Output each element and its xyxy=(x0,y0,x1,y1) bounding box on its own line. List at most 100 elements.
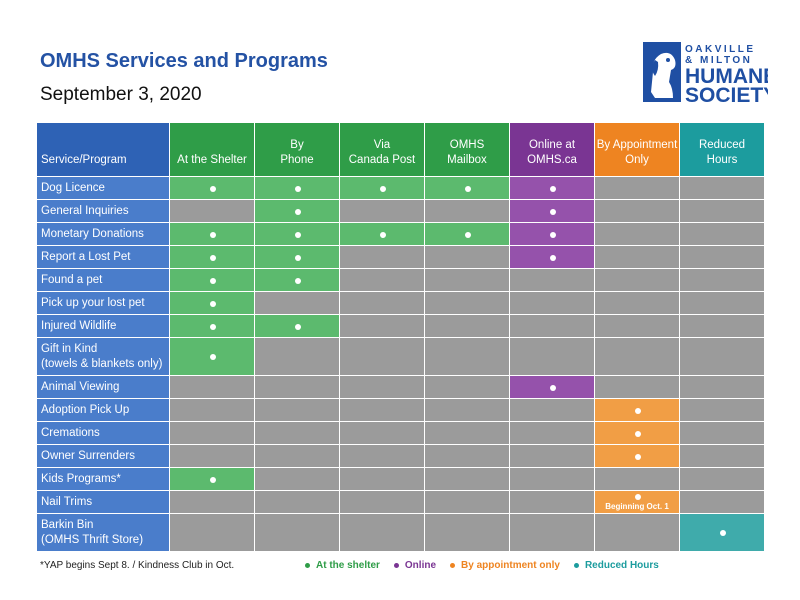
header-cell: Via Canada Post xyxy=(340,123,425,177)
availability-dot xyxy=(294,185,301,192)
legend-dot xyxy=(393,563,399,568)
availability-dot xyxy=(209,323,216,330)
cell xyxy=(170,315,255,338)
logo-line: HUMANE xyxy=(685,65,768,88)
logo: OAKVILLE & MILTON HUMANE SOCIETY xyxy=(643,42,768,104)
cell xyxy=(255,200,340,223)
cell xyxy=(595,246,680,269)
cell xyxy=(340,491,425,514)
cell xyxy=(510,491,595,514)
cell xyxy=(595,514,680,552)
cell xyxy=(255,246,340,269)
logo-line: OAKVILLE xyxy=(685,44,756,55)
cell xyxy=(340,399,425,422)
header-line: Reduced xyxy=(698,139,746,151)
availability-dot xyxy=(379,231,386,238)
cell xyxy=(510,315,595,338)
legend-label: At the shelter xyxy=(316,560,380,571)
availability-dot xyxy=(634,430,641,437)
availability-dot xyxy=(209,354,216,360)
cell xyxy=(510,468,595,491)
cell xyxy=(255,422,340,445)
cell xyxy=(510,177,595,200)
cell xyxy=(255,514,340,552)
row-label-line: Gift in Kind xyxy=(41,342,98,355)
availability-dot xyxy=(294,231,301,238)
cell xyxy=(510,223,595,246)
availability-dot xyxy=(549,185,556,192)
row-label: Kids Programs* xyxy=(37,468,170,491)
cell xyxy=(680,445,765,468)
row-label-line: Found a pet xyxy=(41,273,103,286)
cell xyxy=(340,200,425,223)
cell xyxy=(680,399,765,422)
row-label-line: (towels & blankets only) xyxy=(41,357,163,370)
cell: Beginning Oct. 1 xyxy=(595,491,680,514)
header-line: Mailbox xyxy=(447,154,487,166)
availability-dot xyxy=(549,208,556,215)
row-label: Adoption Pick Up xyxy=(37,399,170,422)
row-label: Barkin Bin (OMHS Thrift Store) xyxy=(37,514,170,552)
cell xyxy=(170,399,255,422)
cell xyxy=(595,376,680,399)
availability-dot xyxy=(294,323,301,330)
cell xyxy=(510,292,595,315)
legend-item: Online xyxy=(393,560,436,571)
row-label-line: (OMHS Thrift Store) xyxy=(41,533,144,546)
cell xyxy=(425,223,510,246)
row-label-line: Animal Viewing xyxy=(41,380,120,393)
row-label-line: Adoption Pick Up xyxy=(41,403,130,416)
cell xyxy=(255,269,340,292)
cell xyxy=(425,514,510,552)
cell xyxy=(340,468,425,491)
cell xyxy=(510,514,595,552)
cell xyxy=(425,399,510,422)
header-cell: By Phone xyxy=(255,123,340,177)
header-line: Phone xyxy=(280,154,314,166)
cell xyxy=(340,315,425,338)
cell xyxy=(425,445,510,468)
header-line: Hours xyxy=(706,154,738,166)
header-cell: Online at OMHS.ca xyxy=(510,123,595,177)
cell xyxy=(680,200,765,223)
logo-line: & MILTON xyxy=(685,55,752,66)
availability-dot xyxy=(209,185,216,192)
header-line: At the Shelter xyxy=(177,154,247,166)
cell xyxy=(255,399,340,422)
row-label-line: Report a Lost Pet xyxy=(41,250,131,263)
header-line: Online at xyxy=(528,139,576,151)
row-label: Owner Surrenders xyxy=(37,445,170,468)
row-label: Report a Lost Pet xyxy=(37,246,170,269)
row-label-line: Monetary Donations xyxy=(41,227,144,240)
availability-dot xyxy=(379,185,386,192)
availability-dot xyxy=(294,208,301,215)
legend-label: By appointment only xyxy=(461,560,560,571)
cell xyxy=(595,422,680,445)
cell xyxy=(255,177,340,200)
cell xyxy=(170,200,255,223)
cell xyxy=(425,315,510,338)
cell xyxy=(170,292,255,315)
cell xyxy=(340,445,425,468)
cell xyxy=(425,177,510,200)
cell xyxy=(255,223,340,246)
availability-dot xyxy=(294,277,301,284)
availability-dot xyxy=(464,231,471,238)
cell xyxy=(680,514,765,552)
availability-dot xyxy=(549,231,556,238)
cell xyxy=(425,422,510,445)
row-label-line: Dog Licence xyxy=(41,181,105,194)
cell xyxy=(170,246,255,269)
cell xyxy=(170,376,255,399)
cell xyxy=(170,269,255,292)
cell xyxy=(170,514,255,552)
row-label: Animal Viewing xyxy=(37,376,170,399)
cell xyxy=(170,338,255,376)
availability-dot xyxy=(634,494,641,500)
cell xyxy=(595,338,680,376)
cell xyxy=(425,376,510,399)
cell xyxy=(255,468,340,491)
availability-dot xyxy=(464,185,471,192)
cell xyxy=(595,200,680,223)
legend-label: Reduced Hours xyxy=(584,560,659,571)
